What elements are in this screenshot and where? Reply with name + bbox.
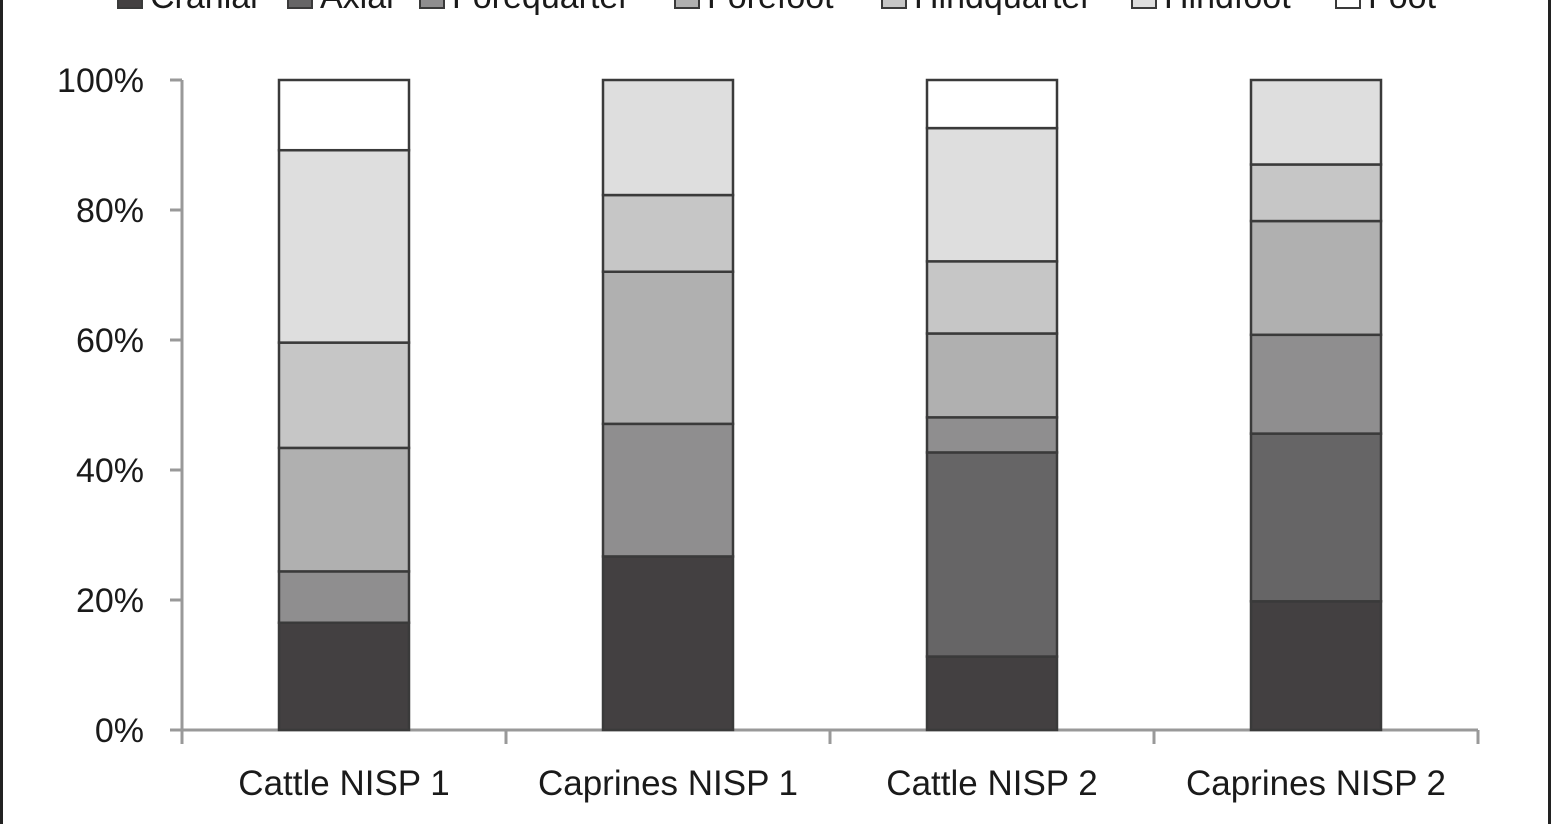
bar-segment-hindquarter [1249, 163, 1383, 223]
legend-label: Forefoot [707, 0, 834, 16]
bar-segment-cranial [925, 655, 1059, 732]
legend-swatch-hindquarter [881, 0, 907, 9]
bar-segment-forequarter [277, 570, 411, 625]
y-tick-label: 20% [76, 582, 144, 620]
x-category-label: Caprines NISP 2 [1186, 764, 1446, 803]
y-tick-label: 60% [76, 322, 144, 360]
y-tick-label: 100% [57, 62, 144, 100]
legend-swatch-axial [287, 0, 313, 9]
bar-segment-forefoot [601, 270, 735, 426]
bar-segment-forequarter [601, 422, 735, 558]
legend-label: Hindquarter [914, 0, 1092, 16]
y-tick-label: 80% [76, 192, 144, 230]
x-category-label: Caprines NISP 1 [538, 764, 798, 803]
legend: Cranial Axial Forequarter Forefoot Hindquart… [117, 0, 1437, 16]
bar-segment-cranial [601, 555, 735, 732]
bar-segment-forefoot [1249, 219, 1383, 337]
bar-segment-hindquarter [601, 193, 735, 273]
bar-segment-forequarter [925, 416, 1059, 454]
legend-label: Forequarter [452, 0, 630, 16]
legend-swatch-forefoot [674, 0, 700, 9]
legend-label: Cranial [150, 0, 258, 16]
bar-segment-hindfoot [925, 126, 1059, 263]
legend-swatch-hindfoot [1131, 0, 1157, 9]
x-category-label: Cattle NISP 1 [238, 764, 449, 803]
bar-segment-hindquarter [925, 260, 1059, 335]
legend-swatch-forequarter [419, 0, 445, 9]
bar-segment-forefoot [925, 332, 1059, 419]
bar-segment-cranial [277, 621, 411, 732]
bars [277, 78, 1383, 732]
bar-segment-forefoot [277, 446, 411, 573]
bar-segment-hindfoot [277, 148, 411, 344]
bar-segment-cranial [1249, 600, 1383, 732]
category-labels: Cattle NISP 1 Caprines NISP 1 Cattle NISP … [238, 764, 1446, 803]
bar-segment-axial [1249, 432, 1383, 603]
axes: 0% 20% 40% 60% 80% 100% [57, 62, 1480, 750]
bar-segment-hindfoot [1249, 78, 1383, 166]
y-tick-label: 40% [76, 452, 144, 490]
bar-segment-foot [925, 78, 1059, 130]
legend-label: Hindfoot [1164, 0, 1291, 16]
bar-segment-hindquarter [277, 341, 411, 450]
bar-segment-hindfoot [601, 78, 735, 197]
bar-segment-foot [277, 78, 411, 152]
y-tick-label: 0% [95, 712, 144, 750]
legend-label: Foot [1368, 0, 1437, 16]
legend-swatch-foot [1335, 0, 1361, 9]
legend-swatch-cranial [117, 0, 143, 9]
bar-segment-axial [925, 451, 1059, 658]
bar-segment-forequarter [1249, 333, 1383, 435]
x-category-label: Cattle NISP 2 [886, 764, 1097, 803]
legend-label: Axial [320, 0, 394, 16]
